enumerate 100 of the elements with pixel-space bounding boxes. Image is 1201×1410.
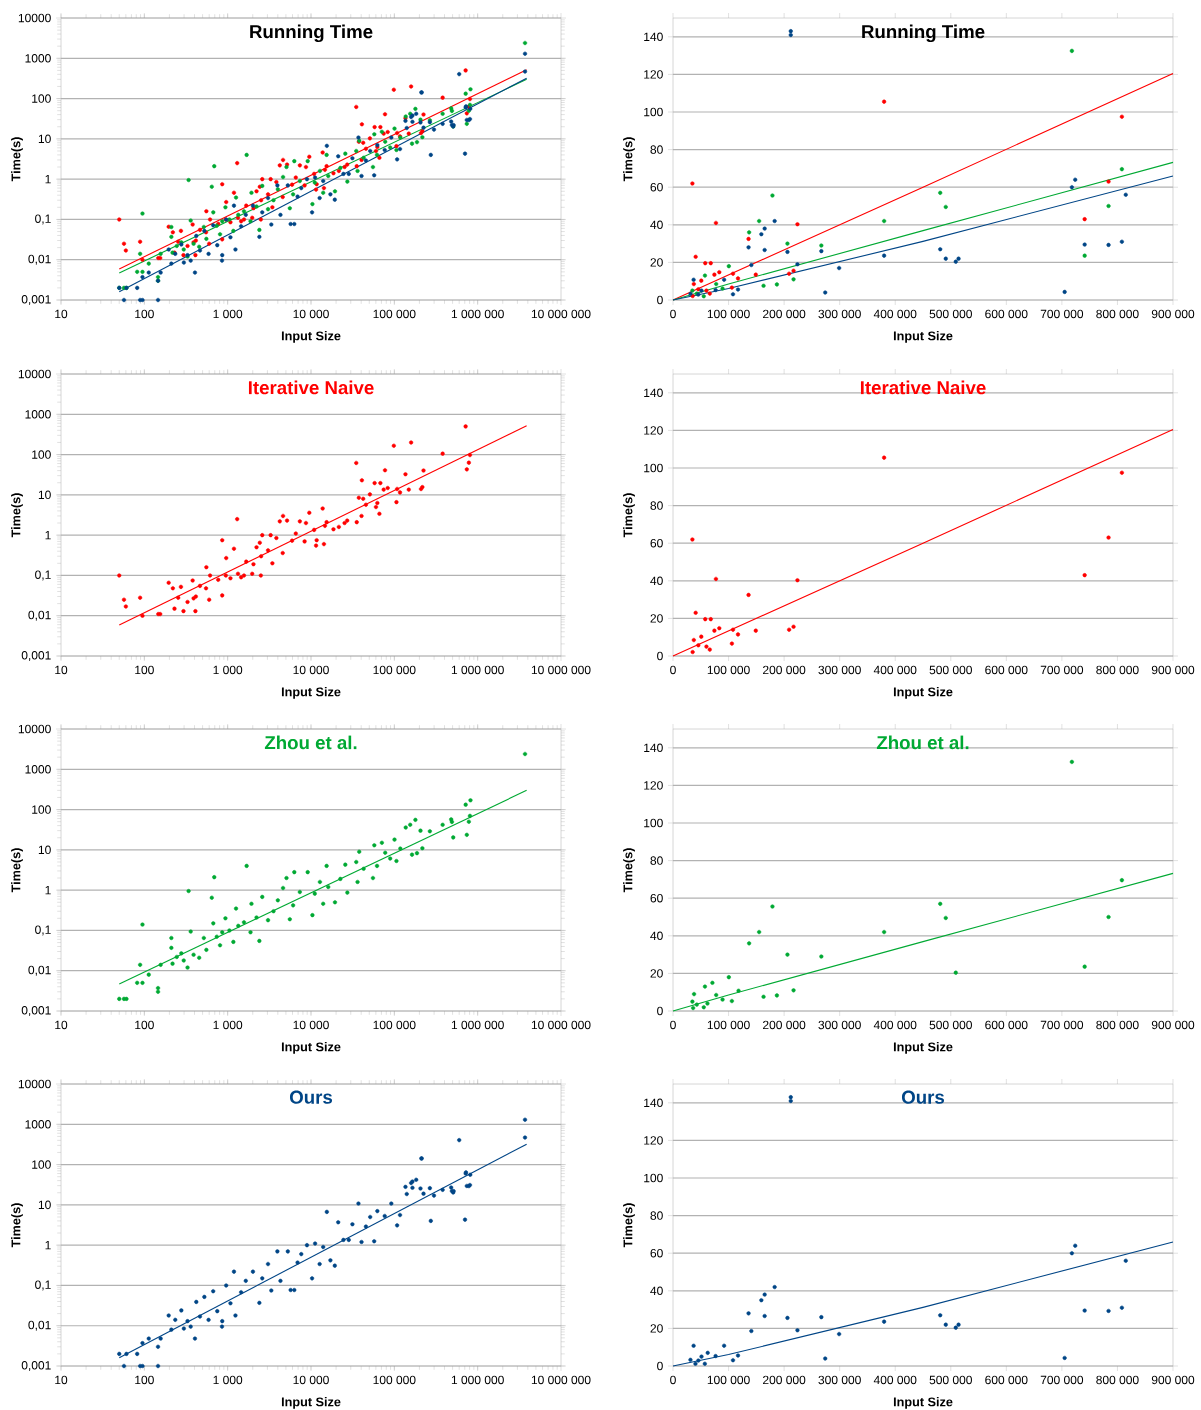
y-tick-label: 80 [650, 1211, 663, 1220]
y-axis-title: Time(s) [623, 137, 635, 182]
y-tick-label: 0,1 [35, 214, 51, 225]
y-tick-label: 0,001 [21, 1006, 51, 1016]
x-tick-label: 800 000 [1096, 309, 1139, 319]
x-tick-label: 1 000 [213, 665, 243, 675]
x-tick-label: 100 000 [373, 1020, 416, 1030]
x-tick-label: 700 000 [1040, 309, 1084, 319]
x-tick-label: 200 000 [763, 1020, 806, 1030]
x-tick-label: 900 000 [1151, 1020, 1195, 1030]
y-tick-label: 100 [644, 463, 663, 473]
x-tick-label: 500 000 [929, 1020, 972, 1030]
y-tick-label: 0 [657, 651, 663, 661]
x-tick-label: 10 [55, 309, 68, 319]
x-tick-label: 1 000 000 [451, 1020, 504, 1030]
x-tick-label: 10 000 [293, 309, 329, 319]
y-tick-label: 120 [644, 70, 663, 79]
chart-title: Ours [901, 1090, 945, 1104]
x-axis-title: Input Size [281, 1397, 341, 1409]
y-tick-label: 1000 [25, 1120, 51, 1129]
chart-title: Iterative Naive [248, 380, 374, 395]
x-tick-label: 200 000 [763, 665, 806, 675]
x-tick-label: 900 000 [1151, 309, 1195, 319]
y-tick-label: 1 [45, 886, 51, 895]
y-tick-label: 1 [45, 175, 51, 184]
x-tick-label: 0 [670, 309, 676, 319]
x-tick-label: 1 000 000 [451, 1375, 504, 1385]
chart-title: Running Time [862, 24, 985, 43]
y-tick-label: 100 [32, 805, 51, 814]
y-tick-label: 100 [32, 94, 51, 103]
y-tick-label: 0,001 [21, 1361, 51, 1371]
y-tick-label: 0,001 [21, 295, 51, 305]
x-tick-label: 10 [55, 1020, 68, 1030]
y-tick-label: 100 [644, 818, 663, 828]
x-tick-label: 400 000 [873, 665, 917, 675]
y-axis-title: Time(s) [11, 848, 23, 893]
x-axis-title: Input Size [281, 1042, 341, 1054]
y-tick-label: 40 [650, 931, 663, 941]
y-tick-label: 0 [657, 1361, 663, 1371]
y-tick-label: 10000 [18, 1079, 51, 1089]
y-tick-label: 0,01 [28, 610, 51, 621]
y-tick-label: 40 [650, 576, 663, 586]
y-tick-label: 40 [650, 1286, 663, 1296]
chart-title: Zhou et al. [876, 735, 969, 750]
y-tick-label: 10 [38, 134, 51, 144]
x-tick-label: 600 000 [985, 1020, 1028, 1030]
y-tick-label: 10 [38, 490, 51, 500]
y-tick-label: 20 [650, 614, 663, 623]
y-tick-label: 0,001 [21, 651, 51, 661]
x-tick-label: 100 [135, 665, 154, 675]
x-tick-label: 10 [55, 1375, 68, 1385]
x-axis-title: Input Size [281, 687, 341, 699]
chart-title: Iterative Naive [860, 380, 986, 395]
x-tick-label: 300 000 [818, 309, 861, 319]
y-axis-title: Time(s) [623, 493, 635, 538]
y-tick-label: 10000 [18, 724, 51, 734]
x-tick-label: 900 000 [1151, 665, 1195, 675]
y-tick-label: 40 [650, 220, 663, 230]
x-tick-label: 10 000 [293, 1020, 329, 1030]
x-tick-label: 200 000 [763, 1375, 806, 1385]
x-tick-label: 0 [670, 1375, 676, 1385]
y-tick-label: 0 [657, 295, 663, 305]
x-tick-label: 500 000 [929, 665, 972, 675]
y-tick-label: 140 [644, 388, 663, 398]
y-tick-label: 20 [650, 1324, 663, 1333]
y-tick-label: 1000 [25, 54, 51, 63]
x-tick-label: 100 000 [707, 1020, 750, 1030]
x-tick-label: 10 000 000 [531, 665, 591, 675]
y-tick-label: 120 [644, 781, 663, 790]
y-tick-label: 0,1 [35, 570, 51, 581]
x-tick-label: 500 000 [929, 309, 972, 319]
x-tick-label: 100 [135, 1375, 154, 1385]
y-tick-label: 0,1 [35, 1280, 51, 1291]
y-tick-label: 1 [45, 531, 51, 540]
y-axis-title: Time(s) [11, 493, 23, 538]
x-tick-label: 10 000 [293, 665, 329, 675]
x-axis-title: Input Size [281, 331, 341, 343]
y-tick-label: 1000 [25, 410, 51, 419]
x-tick-label: 1 000 000 [451, 665, 504, 675]
x-tick-label: 400 000 [873, 309, 917, 319]
y-tick-label: 60 [650, 893, 663, 903]
x-tick-label: 800 000 [1096, 1020, 1139, 1030]
x-axis-title: Input Size [893, 331, 953, 343]
x-tick-label: 300 000 [818, 665, 861, 675]
x-tick-label: 100 000 [707, 309, 750, 319]
y-axis-title: Time(s) [11, 137, 23, 182]
x-tick-label: 1 000 [213, 309, 243, 319]
x-tick-label: 100 [135, 309, 154, 319]
y-tick-label: 0,01 [28, 1320, 51, 1331]
y-tick-label: 10 [38, 1200, 51, 1210]
x-tick-label: 10 [55, 665, 68, 675]
y-axis-title: Time(s) [623, 848, 635, 893]
x-tick-label: 10 000 000 [531, 1020, 591, 1030]
x-tick-label: 100 000 [707, 1375, 750, 1385]
x-tick-label: 400 000 [873, 1375, 917, 1385]
x-tick-label: 10 000 000 [531, 309, 591, 319]
x-tick-label: 100 000 [373, 1375, 416, 1385]
x-tick-label: 600 000 [985, 665, 1028, 675]
x-tick-label: 700 000 [1040, 1020, 1084, 1030]
chart-title: Running Time [250, 24, 373, 43]
